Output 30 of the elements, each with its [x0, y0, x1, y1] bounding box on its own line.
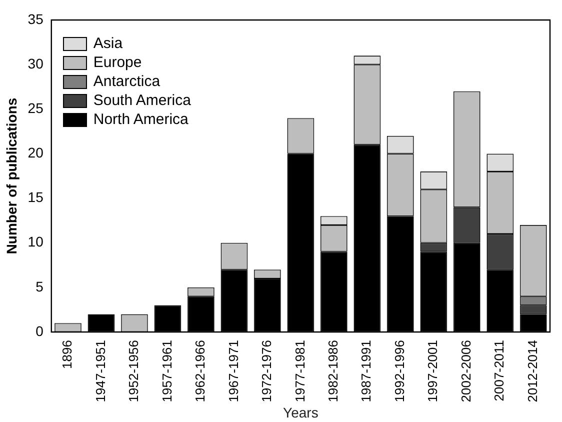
y-tick-label: 15: [28, 189, 44, 206]
x-tick-label: 2002-2006: [458, 340, 474, 402]
legend-label: Europe: [93, 53, 142, 72]
legend-label: South America: [93, 91, 191, 110]
y-tick-label: 0: [36, 322, 44, 339]
legend-label: North America: [93, 110, 188, 129]
x-tick-label: 1947-1951: [92, 340, 108, 402]
y-tick-label: 35: [28, 10, 44, 27]
x-tick-label: 2012-2014: [524, 340, 540, 402]
x-tick-label: 1977-1981: [292, 340, 308, 402]
x-axis-title: Years: [283, 404, 318, 420]
y-axis-title: Number of publications: [3, 98, 20, 254]
x-tick-label: 1987-1991: [358, 340, 374, 402]
x-tick-label: 1992-1996: [392, 340, 407, 402]
legend-label: Antarctica: [93, 72, 160, 91]
y-tick-label: 20: [28, 144, 44, 161]
y-tick-label: 30: [28, 55, 44, 72]
x-tick-label: 1957-1961: [159, 340, 174, 402]
x-tick-label: 1972-1976: [259, 340, 274, 402]
x-tick-label: 1967-1971: [226, 340, 241, 402]
x-tick-label: 2007-2011: [492, 340, 507, 402]
y-tick-label: 5: [36, 278, 44, 294]
y-tick-label: 25: [28, 100, 44, 116]
x-tick-label: 1997-2001: [425, 340, 440, 402]
legend-label: Asia: [93, 34, 123, 53]
x-tick-label: 1952-1956: [126, 340, 142, 402]
x-tick-label: 1962-1966: [192, 340, 208, 402]
x-tick-label: 1896: [60, 340, 75, 369]
x-tick-label: 1982-1986: [326, 340, 341, 402]
y-tick-label: 10: [28, 234, 44, 250]
